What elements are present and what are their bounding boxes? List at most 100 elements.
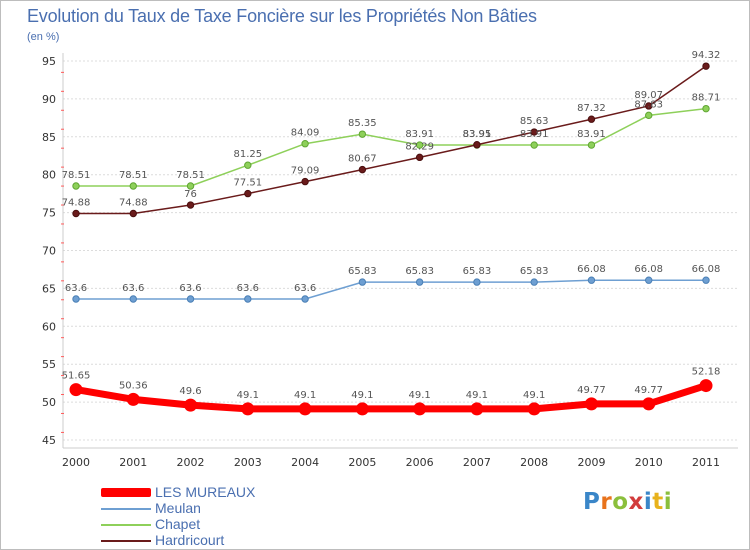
legend-label-chapet: Chapet [155, 516, 201, 532]
y-tick-label: 70 [42, 245, 56, 258]
data-point-hardricourt [702, 62, 710, 70]
logo-letter: i [663, 489, 673, 515]
data-label-meulan: 66.08 [634, 264, 663, 275]
data-label-hardricourt: 74.88 [62, 198, 91, 209]
data-point-hardricourt [301, 177, 309, 186]
line-chart: 45 50 55 60 65 70 75 80 85 90 95 2000 2001 2002 2003 20… [42, 50, 738, 469]
data-point-meulan [530, 278, 538, 286]
data-label-les-mureaux: 50.36 [119, 380, 148, 391]
data-point-chapet [645, 111, 653, 120]
data-label-meulan: 65.83 [348, 266, 377, 277]
data-point-les-mureaux [355, 402, 369, 416]
data-label-les-mureaux: 51.65 [62, 371, 91, 382]
data-point-les-mureaux [584, 397, 598, 411]
data-label-chapet: 83.91 [577, 129, 606, 140]
y-tick-label: 55 [42, 358, 56, 371]
x-tick-label: 2010 [635, 456, 663, 469]
data-label-chapet: 81.25 [233, 149, 262, 160]
data-point-les-mureaux [642, 397, 656, 411]
data-label-hardricourt: 82.29 [405, 141, 434, 152]
grid-lines [63, 60, 738, 441]
data-label-hardricourt: 74.88 [119, 198, 148, 209]
data-label-hardricourt: 76 [184, 189, 197, 200]
data-point-hardricourt [358, 165, 367, 174]
data-label-hardricourt: 89.07 [634, 90, 663, 101]
y-tick-label: 60 [42, 320, 56, 333]
x-tick-label: 2000 [62, 456, 90, 469]
data-label-meulan: 65.83 [405, 266, 434, 277]
data-point-les-mureaux [184, 398, 198, 412]
data-label-meulan: 63.6 [294, 283, 316, 294]
logo-letter: t [652, 489, 664, 515]
data-label-meulan: 63.6 [179, 283, 201, 294]
series-line-meulan [75, 279, 707, 300]
data-point-meulan [645, 276, 653, 284]
data-point-les-mureaux [69, 383, 83, 397]
x-tick-label: 2009 [577, 456, 605, 469]
data-point-les-mureaux [126, 392, 140, 406]
legend-swatch-meulan [101, 508, 151, 510]
legend-swatch-les-mureaux [101, 488, 151, 497]
data-point-meulan [72, 295, 80, 303]
data-label-chapet: 87.83 [634, 99, 663, 110]
data-label-chapet: 83.91 [405, 129, 434, 140]
data-point-hardricourt [186, 201, 195, 209]
data-label-les-mureaux: 49.1 [466, 390, 488, 401]
logo-letter: x [628, 489, 644, 515]
data-label-chapet: 84.09 [291, 128, 320, 139]
x-tick-label: 2005 [348, 456, 376, 469]
data-point-hardricourt [645, 102, 653, 110]
y-tick-label: 65 [42, 282, 56, 295]
data-point-chapet [358, 130, 367, 138]
data-label-hardricourt: 77.51 [233, 178, 262, 189]
data-label-hardricourt: 85.63 [520, 116, 549, 127]
data-point-chapet [587, 141, 596, 149]
data-point-hardricourt [415, 153, 424, 162]
data-label-les-mureaux: 49.77 [634, 385, 663, 396]
series-layer [69, 62, 713, 416]
data-point-chapet [702, 104, 710, 113]
data-label-les-mureaux: 49.77 [577, 385, 606, 396]
data-point-hardricourt [530, 128, 538, 136]
legend-label-meulan: Meulan [155, 500, 201, 516]
x-tick-label: 2003 [234, 456, 262, 469]
data-label-meulan: 63.6 [237, 283, 259, 294]
y-tick-label: 45 [42, 434, 56, 447]
data-point-hardricourt [72, 209, 80, 218]
data-label-chapet: 78.51 [176, 170, 205, 181]
y-tick-label: 90 [42, 93, 56, 106]
data-point-hardricourt [587, 115, 596, 123]
x-tick-label: 2001 [119, 456, 147, 469]
data-label-hardricourt: 87.32 [577, 103, 606, 114]
legend-label-hardricourt: Hardricourt [155, 532, 225, 548]
data-label-meulan: 66.08 [692, 264, 721, 275]
y-tick-label: 50 [42, 396, 56, 409]
data-point-les-mureaux [470, 402, 484, 416]
data-label-meulan: 63.6 [122, 283, 144, 294]
data-label-les-mureaux: 49.6 [179, 386, 201, 397]
data-label-chapet: 88.71 [692, 93, 721, 104]
data-point-chapet [415, 141, 424, 149]
data-point-chapet [72, 182, 80, 190]
logo-letter: i [643, 489, 653, 515]
chart-title: Evolution du Taux de Taxe Foncière sur l… [27, 6, 537, 26]
data-point-meulan [244, 295, 252, 303]
data-point-hardricourt [244, 189, 252, 198]
data-label-hardricourt: 94.32 [692, 50, 721, 61]
data-point-chapet [244, 161, 252, 169]
data-point-les-mureaux [413, 402, 427, 416]
proxiti-logo: Proxiti [583, 489, 672, 515]
data-label-chapet: 78.51 [62, 170, 91, 181]
data-point-les-mureaux [298, 402, 312, 416]
data-point-meulan [415, 278, 424, 286]
legend-swatch-chapet [101, 524, 151, 526]
x-tick-label: 2006 [406, 456, 434, 469]
data-point-chapet [129, 182, 137, 190]
logo-letter: r [600, 489, 613, 515]
data-label-meulan: 65.83 [463, 266, 492, 277]
y-tick-label: 95 [42, 55, 56, 68]
data-labels-layer: 51.65 50.36 49.6 49.1 49.1 49.1 49.1 49.1 49.1 49… [62, 50, 721, 401]
data-label-meulan: 65.83 [520, 266, 549, 277]
x-tick-label: 2007 [463, 456, 491, 469]
